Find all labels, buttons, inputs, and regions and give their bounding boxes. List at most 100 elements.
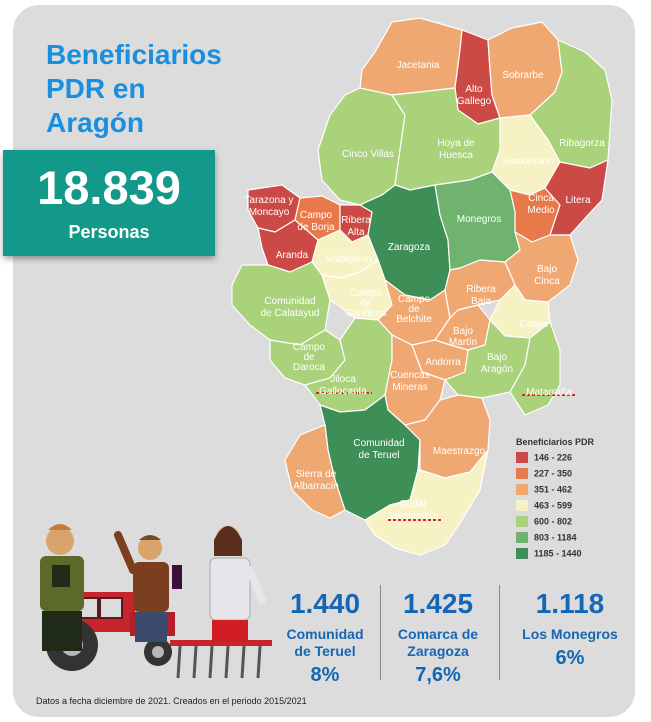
divider <box>380 585 381 680</box>
label-campo-borja-2: de Borja <box>297 222 335 233</box>
stat-name: Comarca de Zaragoza <box>383 626 493 660</box>
label-sierra-albarracin-1: Sierra de <box>296 469 337 480</box>
stat-comarca-zaragoza: 1.425 Comarca de Zaragoza 7,6% <box>383 588 493 687</box>
region-bajo-cinca <box>504 231 579 303</box>
label-comunidad-teruel-1: Comunidad <box>353 438 404 449</box>
legend-range: 227 - 350 <box>534 468 573 479</box>
label-ribera-alta-2: Alta <box>347 227 365 238</box>
stat-los-monegros: 1.118 Los Monegros 6% <box>510 588 630 670</box>
label-bajo-martin-2: Martín <box>449 337 477 348</box>
label-ribera-alta-1: Ribera <box>341 215 371 226</box>
label-cuencas-mineras-2: Mineras <box>392 382 428 393</box>
label-gudar-2: Javalambre <box>387 511 439 522</box>
legend-item: 463 - 599 <box>516 500 572 512</box>
stat-comunidad-teruel: 1.440 Comunidad de Teruel 8% <box>270 588 380 687</box>
stat-percent: 8% <box>310 664 340 686</box>
label-tarazona-2: Moncayo <box>249 207 290 218</box>
stat-name-line: Comunidad <box>286 626 364 642</box>
label-valdejalon: Valdejalon <box>326 254 372 265</box>
label-litera: Litera <box>565 195 590 206</box>
label-maestrazgo: Maestrazgo <box>433 446 486 457</box>
total-value: 18.839 <box>37 161 181 214</box>
legend-range: 1185 - 1440 <box>534 548 582 559</box>
label-cinca-medio-1: Cinca <box>528 193 554 204</box>
label-jiloca-2: Gallocanta <box>319 386 367 397</box>
legend-item: 351 - 462 <box>516 484 572 496</box>
legend-swatch <box>516 532 528 544</box>
label-campo-carinena-1: Campo <box>350 288 383 299</box>
stat-name: Los Monegros <box>510 626 630 643</box>
label-jacetania: Jacetania <box>397 60 440 71</box>
label-calatayud-2: de Calatayud <box>261 308 320 319</box>
label-bajo-martin-1: Bajo <box>453 326 473 337</box>
label-somontano: Somontano <box>502 156 554 167</box>
stat-name: Comunidad de Teruel <box>270 626 380 660</box>
label-gudar-1: Gúdar <box>399 499 427 510</box>
label-bajo-aragon-2: Aragón <box>481 364 513 375</box>
region-sierra-albarracin <box>284 424 346 519</box>
label-tarazona-1: Tarazona y <box>245 195 294 206</box>
legend-item: 227 - 350 <box>516 468 572 480</box>
title-line: Beneficiarios <box>46 39 222 70</box>
label-caspe: Caspe <box>520 319 549 330</box>
title-line: Aragón <box>46 107 144 138</box>
legend-item: 146 - 226 <box>516 452 572 464</box>
legend-swatch <box>516 548 528 560</box>
region-maestrazgo <box>404 394 491 479</box>
stat-name-line: Comarca de <box>397 626 479 642</box>
label-hoya-huesca-1: Hoya de <box>437 138 475 149</box>
label-jiloca-1: Jiloca <box>330 374 356 385</box>
label-campo-belchite-1: Campo <box>398 294 431 305</box>
region-gudar <box>364 449 489 556</box>
region-matarrana <box>509 321 561 416</box>
label-sobrarbe: Sobrarbe <box>502 70 544 81</box>
legend-item: 600 - 802 <box>516 516 572 528</box>
label-ribera-baja-1: Ribera <box>466 284 496 295</box>
label-alto-gallego-1: Alto <box>465 84 483 95</box>
label-ribera-baja-2: Baja <box>471 296 491 307</box>
label-sierra-albarracin-2: Albarracín <box>293 481 339 492</box>
legend-range: 463 - 599 <box>534 500 573 511</box>
label-campo-carinena-3: Cariñena <box>346 308 387 319</box>
label-campo-belchite-3: Belchite <box>396 314 432 325</box>
label-calatayud-1: Comunidad <box>264 296 315 307</box>
legend-swatch <box>516 484 528 496</box>
title-line: PDR en <box>46 73 146 104</box>
label-campo-belchite-2: de <box>408 304 420 315</box>
stat-value: 1.118 <box>535 588 605 619</box>
legend-range: 600 - 802 <box>534 516 573 527</box>
stat-name-line: de Teruel <box>294 643 356 659</box>
farmers-illustration <box>40 524 272 679</box>
legend-range: 803 - 1184 <box>534 532 577 543</box>
stat-percent: 6% <box>555 647 585 669</box>
region-litera <box>544 159 609 236</box>
label-cinco-villas: Cinco Villas <box>342 149 394 160</box>
stat-percent: 7,6% <box>415 664 461 686</box>
label-alto-gallego-2: Gallego <box>457 96 492 107</box>
legend-swatch <box>516 468 528 480</box>
legend-item: 1185 - 1440 <box>516 548 582 560</box>
label-bajo-aragon-1: Bajo <box>487 352 507 363</box>
label-matarrana: Matarraña <box>526 387 572 398</box>
stat-value: 1.425 <box>402 588 474 619</box>
legend-item: 803 - 1184 <box>516 532 577 544</box>
region-jacetania <box>359 17 463 96</box>
label-campo-carinena-2: de <box>360 298 372 309</box>
legend-swatch <box>516 516 528 528</box>
page-title: Beneficiarios PDR en Aragón <box>46 38 222 140</box>
label-bajo-cinca-1: Bajo <box>537 264 557 275</box>
label-cinca-medio-2: Medio <box>527 205 555 216</box>
label-cuencas-mineras-1: Cuencas <box>390 370 429 381</box>
label-hoya-huesca-2: Huesca <box>439 150 473 161</box>
label-andorra: Andorra <box>425 357 461 368</box>
label-aranda: Aranda <box>276 250 309 261</box>
label-ribagorza: Ribagorza <box>559 138 605 149</box>
label-zaragoza: Zaragoza <box>388 242 431 253</box>
total-beneficiaries-box: 18.839 Personas <box>3 150 215 256</box>
label-campo-borja-1: Campo <box>300 210 333 221</box>
legend-title: Beneficiarios PDR <box>516 437 595 447</box>
stat-name-line: Los Monegros <box>522 626 618 642</box>
legend-range: 146 - 226 <box>534 452 573 463</box>
label-campo-daroca-2: de <box>303 352 315 363</box>
